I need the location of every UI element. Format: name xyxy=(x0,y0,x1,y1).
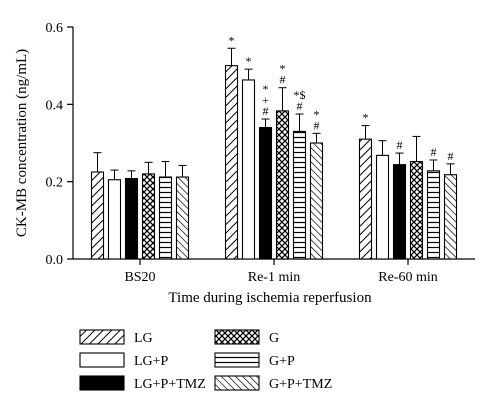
plot-area: 0.0 0.2 0.4 0.6 BS20 Re-1 min Re-60 min * * * * +… xyxy=(46,21,475,285)
bar-0-0 xyxy=(90,171,105,260)
bar-0-1 xyxy=(224,65,239,260)
y-axis-label: CK-MB concentration (ng/mL) xyxy=(14,49,30,237)
legend-swatch-4 xyxy=(214,352,260,368)
legend-swatch-5 xyxy=(214,375,260,391)
bar-3-2 xyxy=(409,161,424,260)
bar-2-0 xyxy=(124,178,139,260)
legend-swatch-0 xyxy=(79,329,125,345)
legend-swatch-3 xyxy=(214,329,260,345)
legend-label-5: G+P+TMZ xyxy=(269,377,332,392)
significance-mark-1-1: * xyxy=(246,54,252,68)
x-ticks: BS20 Re-1 min Re-60 min xyxy=(124,259,438,285)
x-tick-label-1: Re-1 min xyxy=(248,270,301,285)
significance-mark-4-2: # xyxy=(431,145,437,159)
bar-2-2 xyxy=(392,164,407,260)
y-ticks: 0.0 0.2 0.4 0.6 xyxy=(46,21,73,268)
significance-mark-2-2: # xyxy=(397,138,403,152)
x-axis-label: Time during ischemia reperfusion xyxy=(168,290,372,306)
legend-label-1: LG+P xyxy=(134,354,169,369)
y-tick-label-2: 0.4 xyxy=(46,98,64,113)
x-tick-label-0: BS20 xyxy=(124,270,155,285)
bar-4-0 xyxy=(158,176,173,260)
y-tick-label-3: 0.6 xyxy=(46,21,64,36)
bar-1-1 xyxy=(241,79,256,260)
bar-5-1 xyxy=(309,142,324,260)
x-tick-label-2: Re-60 min xyxy=(378,270,438,285)
significance-mark-3-1: * # xyxy=(280,62,286,87)
bar-4-2 xyxy=(426,170,441,260)
y-tick-label-0: 0.0 xyxy=(46,253,64,268)
bar-5-2 xyxy=(443,174,458,260)
bar-1-2 xyxy=(375,154,390,260)
bar-4-1 xyxy=(292,130,307,260)
bar-0-2 xyxy=(358,138,373,260)
bar-3-0 xyxy=(141,173,156,260)
significance-mark-0-1: * xyxy=(229,33,235,47)
significance-mark-5-2: # xyxy=(448,149,454,163)
bar-1-0 xyxy=(107,179,122,260)
legend-label-0: LG xyxy=(134,331,153,346)
bar-2-1 xyxy=(258,126,273,260)
significance-mark-5-1: * # xyxy=(314,107,320,132)
legend-label-3: G xyxy=(269,331,279,346)
legend: LG LG+P LG+P+TMZ G G+P G+P+TMZ xyxy=(79,329,332,392)
y-tick-label-1: 0.2 xyxy=(46,176,64,191)
bar-5-0 xyxy=(175,176,190,260)
bars-group: * * * * + # # * # *$ # # * # # xyxy=(90,33,458,260)
significance-mark-0-2: * xyxy=(363,111,369,125)
legend-swatch-2 xyxy=(79,375,125,391)
significance-mark-4-1: *$ # xyxy=(294,88,306,113)
bar-3-1 xyxy=(275,110,290,260)
legend-swatch-1 xyxy=(79,352,125,368)
significance-mark-2-1: * + # xyxy=(262,82,269,118)
legend-label-2: LG+P+TMZ xyxy=(134,377,206,392)
legend-label-4: G+P xyxy=(269,354,295,369)
